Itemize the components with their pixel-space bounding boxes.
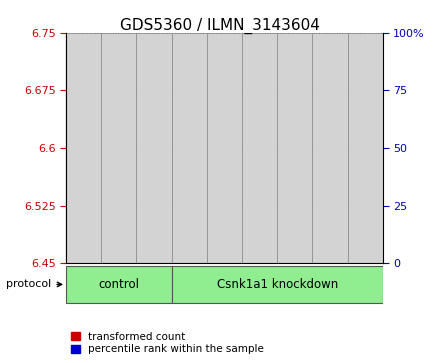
Bar [81,106,86,264]
Bar [172,33,207,264]
Bar [359,102,371,264]
Bar [222,213,227,264]
Bar [253,102,266,264]
Bar [136,33,172,264]
Bar [77,94,90,264]
Bar [101,33,136,264]
Bar [152,155,156,264]
Bar [66,265,172,303]
Bar [289,142,301,264]
Bar [113,160,125,264]
Bar [328,257,332,264]
Bar [218,198,231,264]
Bar [66,33,101,264]
Bar [293,148,297,264]
Bar [242,33,277,264]
Bar [348,33,383,264]
Bar [312,33,348,264]
Text: control: control [98,278,139,291]
Text: protocol: protocol [6,280,62,289]
Bar [172,265,383,303]
Bar [148,148,160,264]
Bar [117,176,121,264]
Bar [257,139,262,264]
Legend: transformed count, percentile rank within the sample: transformed count, percentile rank withi… [71,331,264,354]
Bar [187,97,191,264]
Text: Csnk1a1 knockdown: Csnk1a1 knockdown [216,278,338,291]
Bar [324,262,336,264]
Bar [207,33,242,264]
Text: GDS5360 / ILMN_3143604: GDS5360 / ILMN_3143604 [120,18,320,34]
Bar [363,143,367,264]
Bar [277,33,312,264]
Bar [183,84,195,264]
